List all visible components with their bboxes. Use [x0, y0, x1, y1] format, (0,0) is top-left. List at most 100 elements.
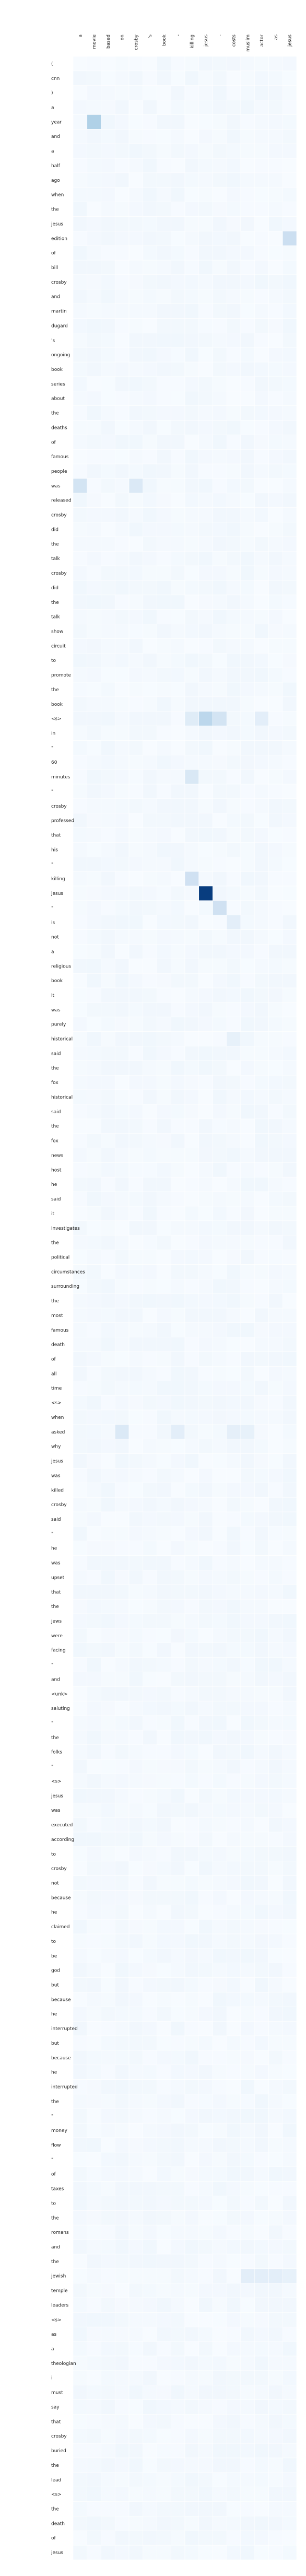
heatmap-cell [101, 973, 115, 988]
heatmap-cell [268, 1817, 283, 1833]
heatmap-cell [282, 1337, 297, 1352]
heatmap-cell [184, 2079, 199, 2094]
heatmap-cell [128, 2545, 144, 2560]
heatmap-cell [170, 362, 185, 377]
heatmap-cell [143, 1381, 157, 1396]
heatmap-cell [73, 565, 88, 581]
heatmap-cell [240, 1483, 255, 1498]
heatmap-cell [213, 798, 227, 814]
heatmap-cell [198, 1555, 213, 1570]
y-tick-label: jesus [51, 222, 63, 227]
heatmap-cell [87, 2341, 101, 2357]
heatmap-cell [87, 158, 101, 173]
heatmap-cell [157, 885, 171, 901]
heatmap-cell [73, 1264, 88, 1279]
heatmap-cell [170, 1788, 185, 1803]
heatmap-cell [254, 1191, 269, 1207]
heatmap-cell [282, 1250, 297, 1265]
heatmap-cell [157, 435, 171, 450]
heatmap-cell [213, 609, 227, 624]
heatmap-cell [213, 2094, 227, 2109]
heatmap-cell [282, 493, 297, 508]
heatmap-cell [213, 1570, 227, 1585]
heatmap-cell [73, 435, 88, 450]
heatmap-cell [184, 1933, 199, 1949]
x-axis-labels: a movie based on crosby's book - killing jesus - c… [78, 34, 292, 52]
heatmap-cell [282, 2530, 297, 2546]
heatmap-cell [282, 56, 297, 72]
heatmap-cell [254, 2021, 269, 2036]
heatmap-cell [143, 2487, 157, 2502]
heatmap-cell [213, 2457, 227, 2473]
heatmap-cell [268, 1788, 283, 1803]
heatmap-cell [254, 871, 269, 887]
heatmap-cell [73, 2210, 88, 2225]
heatmap-cell [128, 1744, 144, 1759]
heatmap-cell [101, 1890, 115, 1905]
heatmap-cell [254, 1759, 269, 1774]
heatmap-cell [143, 2268, 157, 2283]
heatmap-cell [226, 827, 241, 843]
heatmap-cell [213, 1395, 227, 1411]
heatmap-cell [157, 1162, 171, 1178]
heatmap-cell [226, 1104, 241, 1120]
heatmap-cell [170, 740, 185, 755]
heatmap-cell [114, 1118, 130, 1134]
heatmap-cell [157, 915, 171, 930]
heatmap-cell [143, 682, 157, 697]
heatmap-cell [198, 1774, 213, 1789]
heatmap-cell [143, 1744, 157, 1759]
heatmap-cell [101, 245, 115, 261]
heatmap-cell [282, 638, 297, 654]
heatmap-cell [198, 1264, 213, 1279]
heatmap-cell [184, 2166, 199, 2182]
heatmap-cell [87, 114, 101, 130]
heatmap-cell [213, 304, 227, 319]
heatmap-cell [143, 2326, 157, 2342]
heatmap-cell [254, 1977, 269, 1992]
heatmap-cell [101, 1832, 115, 1847]
y-tick-label: host [51, 1168, 62, 1173]
heatmap-cell [240, 522, 255, 537]
heatmap-cell [87, 493, 101, 508]
heatmap-cell [73, 842, 88, 857]
heatmap-cell [184, 1511, 199, 1527]
heatmap-cell [128, 987, 144, 1003]
heatmap-cell [87, 2312, 101, 2327]
heatmap-cell [213, 2166, 227, 2182]
heatmap-cell [114, 1861, 130, 1876]
heatmap-cell [213, 522, 227, 537]
heatmap-cell [282, 376, 297, 392]
heatmap-cell [198, 1817, 213, 1833]
heatmap-cell [213, 376, 227, 392]
heatmap-cell [157, 2035, 171, 2051]
heatmap-cell [128, 1366, 144, 1381]
heatmap-cell [184, 1992, 199, 2007]
heatmap-cell [240, 1409, 255, 1425]
heatmap-cell [101, 1497, 115, 1512]
heatmap-cell [87, 1992, 101, 2007]
heatmap-cell [114, 784, 130, 799]
heatmap-cell [282, 1570, 297, 1585]
heatmap-cell [143, 2239, 157, 2255]
heatmap-cell [184, 507, 199, 522]
heatmap-cell [143, 1992, 157, 2007]
heatmap-cell [254, 1744, 269, 1759]
heatmap-cell [101, 1176, 115, 1192]
heatmap-cell [226, 798, 241, 814]
heatmap-cell [240, 1584, 255, 1600]
heatmap-cell [101, 1337, 115, 1352]
heatmap-cell [198, 652, 213, 668]
heatmap-cell [282, 798, 297, 814]
heatmap-cell [128, 1642, 144, 1658]
heatmap-cell [143, 1104, 157, 1120]
heatmap-cell [114, 1060, 130, 1076]
heatmap-cell [157, 1235, 171, 1250]
heatmap-cell [226, 1191, 241, 1207]
heatmap-cell [268, 929, 283, 945]
heatmap-cell [268, 1176, 283, 1192]
heatmap-cell [184, 1424, 199, 1440]
y-tick-label: must [51, 2391, 63, 2396]
heatmap-cell [114, 1875, 130, 1891]
heatmap-cell [114, 202, 130, 217]
